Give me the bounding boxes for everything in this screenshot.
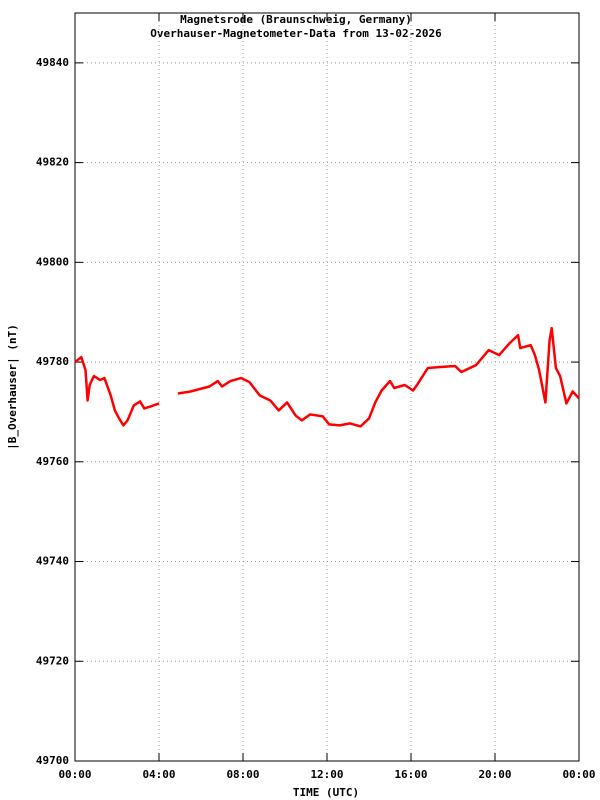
- x-axis-label: TIME (UTC): [293, 786, 359, 799]
- x-tick-label: 12:00: [310, 768, 343, 781]
- y-tick-label: 49820: [36, 156, 69, 169]
- x-tick-label: 08:00: [226, 768, 259, 781]
- chart-title: Magnetsrode (Braunschweig, Germany): [180, 13, 412, 26]
- x-tick-label: 20:00: [478, 768, 511, 781]
- x-tick-label: 04:00: [142, 768, 175, 781]
- x-tick-label: 00:00: [562, 768, 595, 781]
- chart-subtitle: Overhauser-Magnetometer-Data from 13-02-…: [150, 27, 442, 40]
- y-tick-label: 49700: [36, 754, 69, 767]
- y-tick-label: 49780: [36, 355, 69, 368]
- y-tick-label: 49840: [36, 56, 69, 69]
- y-tick-label: 49740: [36, 555, 69, 568]
- plot-frame: [74, 12, 580, 762]
- data-line: [74, 326, 580, 428]
- y-axis-label: |B_Overhauser| (nT): [6, 324, 19, 450]
- x-tick-label: 00:00: [58, 768, 91, 781]
- y-tick-label: 49760: [36, 455, 69, 468]
- y-tick-label: 49720: [36, 654, 69, 667]
- x-tick-label: 16:00: [394, 768, 427, 781]
- y-tick-label: 49800: [36, 255, 69, 268]
